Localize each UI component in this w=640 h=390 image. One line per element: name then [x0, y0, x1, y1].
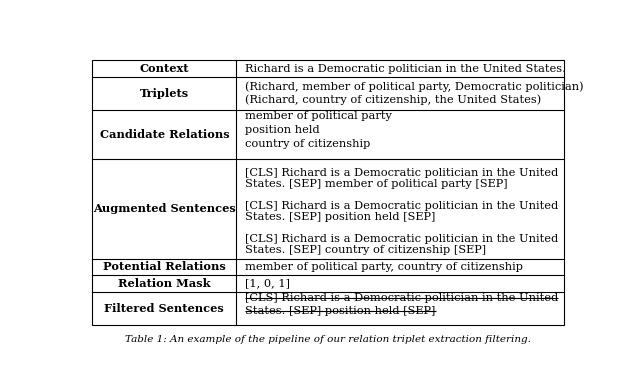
Text: Triplets: Triplets [140, 88, 189, 99]
Text: [CLS] Richard is a Democratic politician in the United: [CLS] Richard is a Democratic politician… [245, 234, 559, 244]
Text: country of citizenship: country of citizenship [245, 138, 371, 149]
Text: States. [SEP] position held [SEP]: States. [SEP] position held [SEP] [245, 306, 436, 316]
Text: Candidate Relations: Candidate Relations [99, 129, 229, 140]
Text: States. [SEP] position held [SEP]: States. [SEP] position held [SEP] [245, 211, 436, 222]
Text: Potential Relations: Potential Relations [103, 261, 226, 272]
Text: States. [SEP] country of citizenship [SEP]: States. [SEP] country of citizenship [SE… [245, 245, 486, 255]
Text: [CLS] Richard is a Democratic politician in the United: [CLS] Richard is a Democratic politician… [245, 201, 559, 211]
Text: Richard is a Democratic politician in the United States.: Richard is a Democratic politician in th… [245, 64, 566, 74]
Text: member of political party: member of political party [245, 111, 392, 121]
Text: [CLS] Richard is a Democratic politician in the United: [CLS] Richard is a Democratic politician… [245, 168, 559, 177]
Text: Relation Mask: Relation Mask [118, 278, 211, 289]
Text: Table 1: An example of the pipeline of our relation triplet extraction filtering: Table 1: An example of the pipeline of o… [125, 335, 531, 344]
Text: member of political party, country of citizenship: member of political party, country of ci… [245, 262, 523, 272]
Text: position held: position held [245, 125, 320, 135]
Text: [1, 0, 1]: [1, 0, 1] [245, 278, 290, 288]
Text: Filtered Sentences: Filtered Sentences [104, 303, 224, 314]
Text: Context: Context [140, 63, 189, 74]
Bar [92, 60, 564, 324]
Text: Augmented Sentences: Augmented Sentences [93, 204, 236, 215]
Text: (Richard, member of political party, Democratic politician): (Richard, member of political party, Dem… [245, 82, 584, 92]
Text: States. [SEP] member of political party [SEP]: States. [SEP] member of political party … [245, 179, 508, 188]
Text: [CLS] Richard is a Democratic politician in the United: [CLS] Richard is a Democratic politician… [245, 293, 559, 303]
Text: (Richard, country of citizenship, the United States): (Richard, country of citizenship, the Un… [245, 95, 541, 105]
